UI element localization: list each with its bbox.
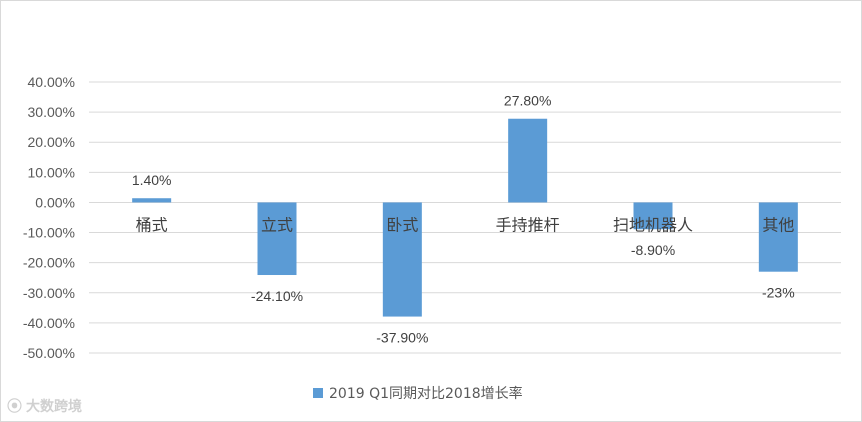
legend: 2019 Q1同期对比2018增长率	[313, 383, 523, 403]
data-label: -8.90%	[631, 242, 675, 258]
y-tick-label: -10.00%	[23, 225, 75, 241]
category-label: 扫地机器人	[613, 215, 693, 234]
y-tick-label: -20.00%	[23, 255, 75, 271]
category-label: 手持推杆	[496, 215, 560, 234]
bar	[758, 202, 798, 272]
bar	[132, 198, 172, 203]
y-tick-label: 40.00%	[28, 74, 75, 90]
watermark: ⦿ 大数跨境	[7, 395, 82, 416]
logo-mark-icon: ⦿	[7, 397, 23, 415]
y-tick-label: 20.00%	[28, 134, 75, 150]
y-tick-label: -40.00%	[23, 315, 75, 331]
y-tick-label: -50.00%	[23, 345, 75, 361]
y-tick-label: 0.00%	[35, 194, 75, 210]
legend-label: 2019 Q1同期对比2018增长率	[329, 386, 523, 402]
category-label: 立式	[261, 215, 293, 234]
bar	[633, 202, 673, 230]
data-label: -24.10%	[251, 288, 303, 304]
data-label: 27.80%	[504, 93, 551, 109]
bar	[257, 202, 297, 276]
bar	[382, 202, 422, 317]
y-tick-label: 30.00%	[28, 104, 75, 120]
category-label: 桶式	[136, 215, 168, 234]
watermark-text: 大数跨境	[26, 398, 83, 415]
category-label: 其他	[762, 215, 794, 234]
y-tick-label: 10.00%	[28, 164, 75, 180]
data-label: 1.40%	[132, 172, 172, 188]
category-label: 卧式	[386, 215, 418, 234]
data-label: -23%	[762, 285, 795, 301]
legend-swatch	[313, 388, 323, 398]
data-label: -37.90%	[376, 330, 428, 346]
bar	[508, 118, 548, 203]
y-tick-label: -30.00%	[23, 285, 75, 301]
